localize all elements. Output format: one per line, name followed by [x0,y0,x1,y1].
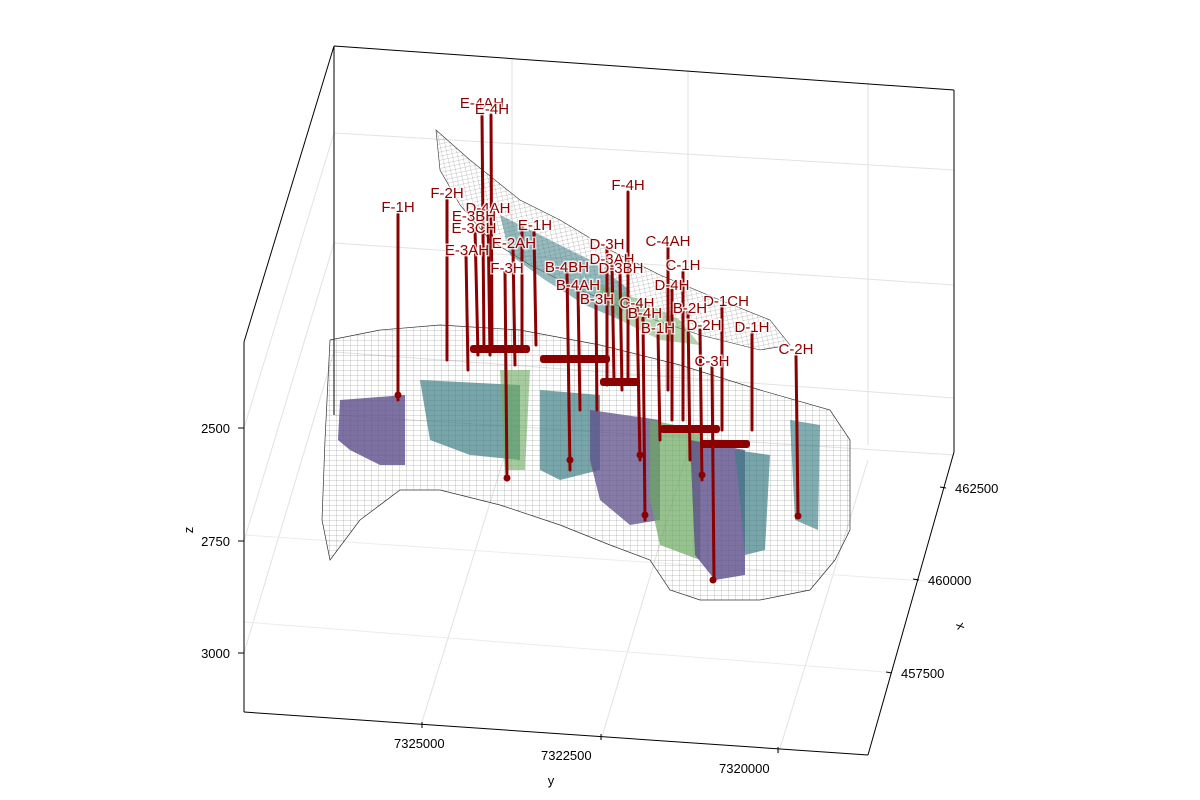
z-axis-label: z [181,527,196,534]
y-tick-label: 7320000 [719,761,770,776]
well-label-e-4ah: E-4AH [460,95,504,112]
well-label-c-1h: C-1H [665,257,700,274]
well-label-e-3ah: E-3AH [445,242,489,259]
surface-green-right [650,420,700,560]
well-label-d-1ch: D-1CH [703,293,749,310]
well-perforations [394,345,802,584]
well-label-b-3h: B-3H [580,291,614,308]
well-label-d-2h: D-2H [686,317,721,334]
well-label-e-2ah: E-2AH [492,235,536,252]
well-label-c-4ah: C-4AH [645,233,690,250]
well-label-e-1h: E-1H [518,217,552,234]
well-label-b-4h: B-4H [628,305,662,322]
well-label-b-2h: B-2H [673,300,707,317]
z-tick-label: 2500 [201,421,230,436]
surface-teal-mid [420,380,520,460]
x-tick-label: 460000 [928,573,971,588]
surface-purple-left [338,395,405,465]
well-label-c-4h: C-4H [619,295,654,312]
well-label-e-3bh: E-3BH [452,208,496,225]
x-tick-label: 457500 [901,666,944,681]
well-label-f-3h: F-3H [490,260,523,277]
well-label-d-1h: D-1H [734,319,769,336]
well-label-e-3ch: E-3CH [451,220,496,237]
tick-marks [238,427,947,753]
surface-teal-right [735,450,770,555]
well-label-d-3bh: D-3BH [598,260,643,277]
well-label-c-2h: C-2H [778,341,813,358]
z-tick-labels: 2500 2750 3000 [201,421,230,661]
well-label-b-4ah: B-4AH [556,277,600,294]
y-tick-label: 7322500 [541,748,592,763]
well-label-b-4bh: B-4BH [545,259,589,276]
well-label-f-2h: F-2H [430,185,463,202]
axis-frame [243,45,955,756]
z-tick-label: 2750 [201,534,230,549]
well-label-d-3h: D-3H [589,236,624,253]
well-label-b-1h: B-1H [641,320,675,337]
well-label-c-3h: C-3H [694,353,729,370]
y-axis-label: y [548,773,555,788]
well-label-d-3ah: D-3AH [589,251,634,268]
z-tick-label: 3000 [201,646,230,661]
surface-green-mid [500,370,530,470]
x-axis-label: x [953,621,969,632]
well-trajectories [396,113,800,582]
well-labels: E-4AH E-4H F-4H F-1H F-2H D-4AH F-3H E-1… [380,94,815,372]
well-label-f-1h: F-1H [381,199,414,216]
mesh-surface-upper [435,129,791,351]
surface-teal-upper [500,215,630,320]
well-label-d-4ah: D-4AH [465,200,510,217]
well-label-d-4h: D-4H [654,277,689,294]
x-tick-label: 462500 [955,481,998,496]
well-label-f-4h: F-4H [611,177,644,194]
well-label-e-4h: E-4H [475,101,509,118]
y-tick-labels: 7325000 7322500 7320000 [394,736,770,776]
surface-purple-center [590,410,660,525]
x-tick-labels: 462500 460000 457500 [901,481,998,681]
y-tick-label: 7325000 [394,736,445,751]
